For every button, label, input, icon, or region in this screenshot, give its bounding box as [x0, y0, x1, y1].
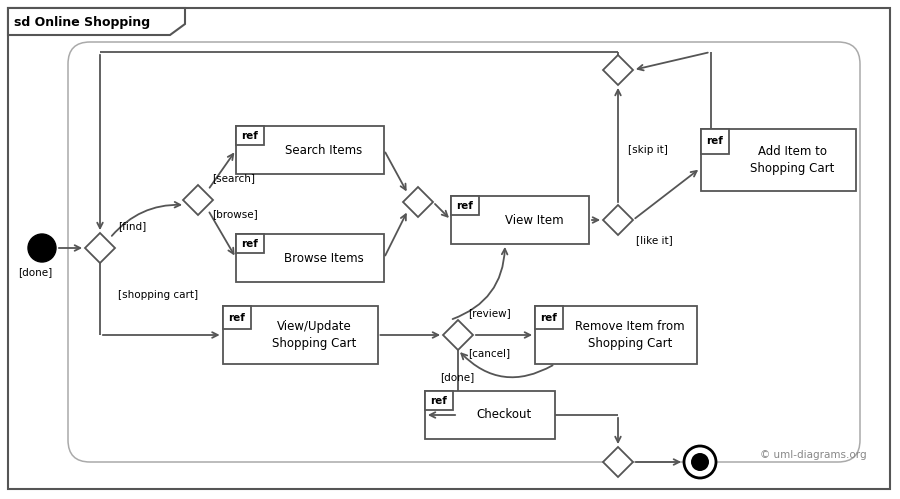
FancyBboxPatch shape: [700, 129, 728, 154]
Text: ref: ref: [430, 396, 447, 406]
FancyBboxPatch shape: [535, 306, 563, 329]
FancyBboxPatch shape: [8, 8, 890, 489]
FancyBboxPatch shape: [451, 196, 479, 215]
Text: ref: ref: [456, 201, 473, 211]
FancyBboxPatch shape: [222, 306, 377, 364]
FancyBboxPatch shape: [236, 126, 264, 145]
FancyBboxPatch shape: [236, 234, 264, 253]
Text: [like it]: [like it]: [636, 235, 673, 245]
Text: [search]: [search]: [212, 173, 255, 183]
Polygon shape: [8, 8, 185, 35]
Text: ref: ref: [706, 136, 723, 146]
Text: [skip it]: [skip it]: [628, 145, 668, 155]
Text: Checkout: Checkout: [476, 409, 532, 422]
Text: View/Update
Shopping Cart: View/Update Shopping Cart: [272, 320, 356, 350]
FancyBboxPatch shape: [700, 129, 856, 191]
FancyBboxPatch shape: [451, 196, 589, 244]
FancyBboxPatch shape: [222, 306, 250, 329]
Text: sd Online Shopping: sd Online Shopping: [14, 15, 150, 28]
Text: Search Items: Search Items: [285, 144, 363, 157]
Text: Browse Items: Browse Items: [284, 251, 364, 264]
Polygon shape: [85, 233, 115, 263]
FancyBboxPatch shape: [236, 234, 384, 282]
Text: Add Item to
Shopping Cart: Add Item to Shopping Cart: [750, 145, 834, 175]
FancyBboxPatch shape: [425, 391, 555, 439]
Polygon shape: [603, 55, 633, 85]
Text: View Item: View Item: [505, 214, 563, 227]
Polygon shape: [403, 187, 433, 217]
Circle shape: [691, 453, 709, 471]
FancyBboxPatch shape: [425, 391, 453, 410]
Text: [find]: [find]: [118, 221, 146, 231]
Polygon shape: [603, 447, 633, 477]
Text: [done]: [done]: [18, 267, 52, 277]
Text: [review]: [review]: [468, 308, 511, 318]
Circle shape: [28, 234, 56, 262]
Circle shape: [684, 446, 716, 478]
Polygon shape: [603, 205, 633, 235]
Text: Remove Item from
Shopping Cart: Remove Item from Shopping Cart: [575, 320, 685, 350]
Text: [browse]: [browse]: [212, 209, 257, 219]
Text: © uml-diagrams.org: © uml-diagrams.org: [760, 450, 867, 460]
FancyBboxPatch shape: [535, 306, 697, 364]
FancyBboxPatch shape: [236, 126, 384, 174]
Polygon shape: [443, 320, 473, 350]
Text: ref: ref: [241, 131, 258, 141]
Polygon shape: [183, 185, 213, 215]
Text: ref: ref: [541, 312, 557, 322]
FancyBboxPatch shape: [68, 42, 860, 462]
Text: [cancel]: [cancel]: [468, 348, 510, 358]
Text: [shopping cart]: [shopping cart]: [118, 290, 198, 300]
Text: ref: ref: [228, 312, 245, 322]
Text: [done]: [done]: [440, 372, 474, 382]
Text: ref: ref: [241, 239, 258, 249]
